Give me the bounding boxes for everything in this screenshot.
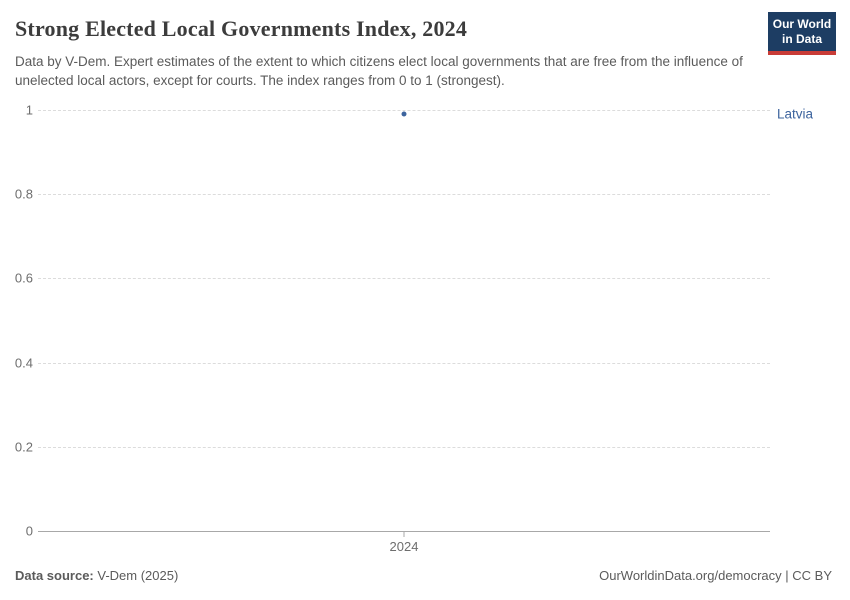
y-tick-label: 0 <box>25 523 33 539</box>
footer: Data source: V-Dem (2025) OurWorldinData… <box>15 568 832 583</box>
plot-area: 1 0.8 0.6 0.4 0.2 0 2024 Latvia <box>15 103 813 555</box>
gridline <box>38 110 770 111</box>
gridline <box>38 446 770 448</box>
owid-logo-line1: Our World <box>772 17 832 31</box>
y-tick-label: 0.6 <box>14 270 33 286</box>
owid-logo[interactable]: Our World in Data <box>768 12 836 55</box>
data-source: Data source: V-Dem (2025) <box>15 568 178 583</box>
x-axis-tick <box>403 531 405 537</box>
gridline <box>38 362 770 364</box>
y-tick-label: 1 <box>25 102 33 118</box>
owid-logo-line2: in Data <box>781 32 822 46</box>
chart-subtitle: Data by V-Dem. Expert estimates of the e… <box>15 54 743 88</box>
data-source-label: Data source: <box>15 568 94 583</box>
y-tick-label: 0.2 <box>14 439 33 455</box>
y-tick-label: 0.4 <box>14 355 33 371</box>
data-point-latvia[interactable] <box>401 111 407 117</box>
data-source-value: V-Dem (2025) <box>93 568 179 583</box>
series-label-latvia[interactable]: Latvia <box>777 106 814 122</box>
x-tick-label: 2024 <box>389 539 419 554</box>
gridline <box>38 278 770 280</box>
gridline <box>38 194 770 196</box>
y-tick-label: 0.8 <box>14 186 33 202</box>
page-title: Strong Elected Local Governments Index, … <box>15 16 468 41</box>
credit-link[interactable]: OurWorldinData.org/democracy | CC BY <box>599 568 832 583</box>
